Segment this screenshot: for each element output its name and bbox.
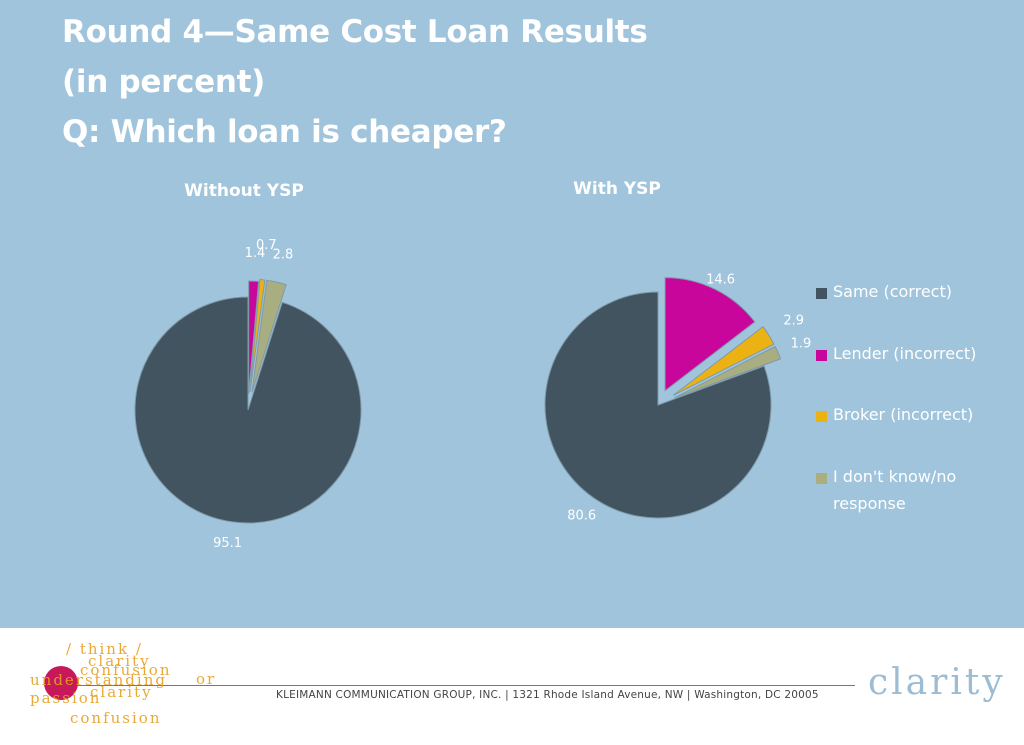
data-label-broker: 0.7 xyxy=(256,238,277,253)
footer-divider xyxy=(60,685,855,686)
logo-word: / think / xyxy=(66,640,143,658)
slide-title-line-2: (in percent) xyxy=(62,64,266,100)
legend-label-broker: Broker (incorrect) xyxy=(833,405,974,424)
data-label-lender: 1.4 xyxy=(245,246,266,261)
slide-title-line-3: Q: Which loan is cheaper? xyxy=(62,114,507,150)
legend-label-dont-know: I don't know/no response xyxy=(833,467,957,513)
data-label-dont-know: 1.9 xyxy=(791,337,812,352)
logo-word: or xyxy=(196,670,217,688)
logo-word: passion xyxy=(30,689,102,707)
legend-item-same: Same (correct) xyxy=(816,282,1003,305)
logo-word: clarity xyxy=(90,683,153,701)
slide-title-line-1: Round 4—Same Cost Loan Results xyxy=(62,14,648,50)
data-label-dont-know: 2.8 xyxy=(273,247,294,262)
legend-swatch-dont-know xyxy=(816,473,827,484)
footer: / think / clarity confusion understandin… xyxy=(0,628,1024,745)
logo-word: confusion xyxy=(80,661,172,679)
legend-label-same: Same (correct) xyxy=(833,282,952,301)
legend-swatch-same xyxy=(816,288,827,299)
logo-word: clarity xyxy=(88,652,151,670)
logo-word: confusion xyxy=(70,709,162,727)
data-label-same: 95.1 xyxy=(213,536,242,551)
legend-swatch-broker xyxy=(816,411,827,422)
pie-slice-dont-know xyxy=(674,345,782,399)
pie-title: Without YSP xyxy=(184,181,304,201)
data-label-lender: 14.6 xyxy=(706,272,735,287)
pie-slice-broker xyxy=(672,326,775,396)
pie-slice-dont-know xyxy=(251,279,287,393)
data-label-broker: 2.9 xyxy=(783,313,804,328)
legend-item-lender: Lender (incorrect) xyxy=(816,344,1003,367)
footer-brand-wordmark: clarity xyxy=(868,662,1006,703)
footer-address: KLEIMANN COMMUNICATION GROUP, INC. | 132… xyxy=(276,689,819,701)
legend-item-broker: Broker (incorrect) xyxy=(816,405,1003,428)
data-label-same: 80.6 xyxy=(567,508,596,523)
legend-swatch-lender xyxy=(816,350,827,361)
pie-title: With YSP xyxy=(573,179,661,199)
logo-dot-icon xyxy=(44,666,78,700)
pie-slice-lender xyxy=(248,280,260,395)
logo-word: understanding xyxy=(30,671,167,689)
pie-slice-same xyxy=(544,291,772,519)
pie-charts: Without YSP 95.1 1.40.72.8 With YSP 80.6 14.6… xyxy=(134,179,812,551)
legend-label-lender: Lender (incorrect) xyxy=(833,344,977,363)
pie-slice-lender xyxy=(664,277,756,392)
legend-item-dont-know: I don't know/no response xyxy=(816,467,1003,517)
pie-slice-broker xyxy=(249,279,266,393)
slide-background: Round 4—Same Cost Loan Results (in perce… xyxy=(0,0,1024,628)
pie-slice-same xyxy=(134,296,362,524)
